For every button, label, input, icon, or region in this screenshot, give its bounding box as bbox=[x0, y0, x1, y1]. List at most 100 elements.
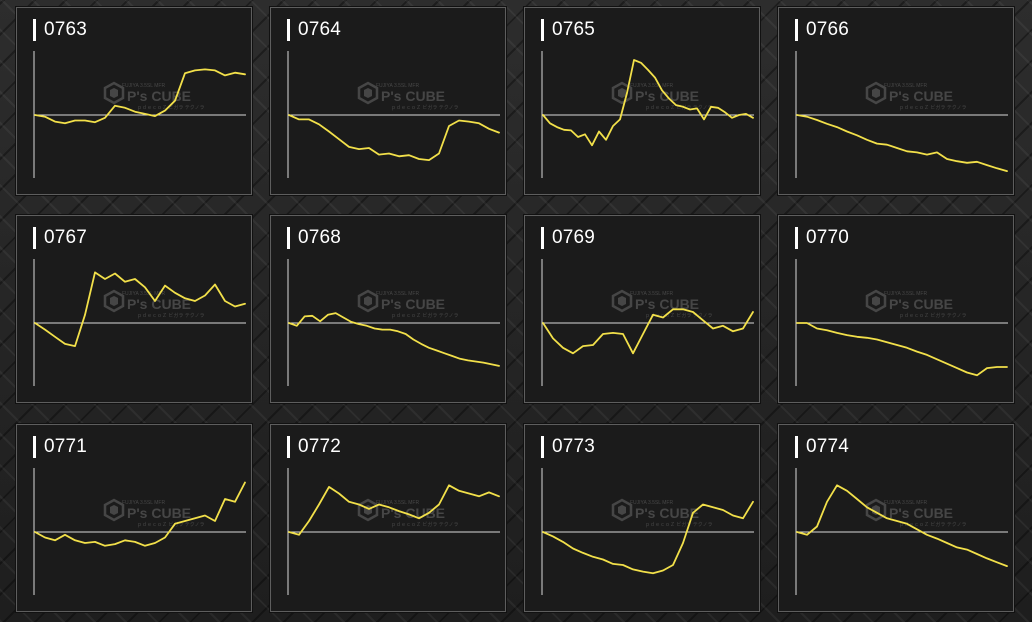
panel-title: 0763 bbox=[44, 19, 88, 40]
watermark-top-text: FUJIYA 3.5SL MFR bbox=[122, 291, 165, 297]
watermark-bottom-text: ｐｄｅｃｏＺ ビガラ テクノラ bbox=[137, 104, 204, 111]
watermark-logo-icon bbox=[357, 81, 379, 105]
chart-panel-0763[interactable]: 0763 P's CUBE FUJIYA 3.5SL MFR ｐｄｅｃｏＺ ビガラ … bbox=[16, 7, 252, 195]
watermark-logo-core bbox=[618, 505, 626, 515]
watermark-logo-icon bbox=[611, 289, 633, 313]
series-line bbox=[288, 114, 500, 162]
chart-panel-0770[interactable]: 0770 P's CUBE FUJIYA 3.5SL MFR ｐｄｅｃｏＺ ビガラ … bbox=[778, 215, 1014, 403]
panel-title: 0772 bbox=[298, 436, 342, 457]
panel-header: 0773 bbox=[541, 436, 595, 458]
watermark-top-text: FUJIYA 3.5SL MFR bbox=[122, 500, 165, 506]
panel-header: 0766 bbox=[795, 19, 849, 41]
watermark-logo-text: P's CUBE bbox=[889, 88, 953, 104]
watermark-top-text: FUJIYA 3.5SL MFR bbox=[630, 500, 673, 506]
watermark-logo-text: P's CUBE bbox=[127, 296, 191, 312]
watermark-logo-core bbox=[110, 296, 118, 306]
series-line bbox=[34, 481, 246, 547]
watermark-top-text: FUJIYA 3.5SL MFR bbox=[376, 500, 419, 506]
series-line bbox=[796, 484, 1008, 568]
watermark-logo-text: P's CUBE bbox=[889, 296, 953, 312]
watermark-bottom-text: ｐｄｅｃｏＺ ビガラ テクノラ bbox=[391, 104, 458, 111]
watermark-bottom-text: ｐｄｅｃｏＺ ビガラ テクノラ bbox=[137, 312, 204, 319]
watermark-top-text: FUJIYA 3.5SL MFR bbox=[884, 83, 927, 89]
title-accent-bar bbox=[33, 227, 36, 249]
watermark-logo-text: P's CUBE bbox=[635, 296, 699, 312]
series-line bbox=[288, 484, 500, 536]
watermark-bottom-text: ｐｄｅｃｏＺ ビガラ テクノラ bbox=[899, 104, 966, 111]
watermark-top-text: FUJIYA 3.5SL MFR bbox=[884, 500, 927, 506]
chart-panel-0771[interactable]: 0771 P's CUBE FUJIYA 3.5SL MFR ｐｄｅｃｏＺ ビガラ … bbox=[16, 424, 252, 612]
series-line bbox=[34, 68, 246, 125]
series-line bbox=[796, 322, 1008, 377]
watermark-top-text: FUJIYA 3.5SL MFR bbox=[376, 83, 419, 89]
chart-panel-0769[interactable]: 0769 P's CUBE FUJIYA 3.5SL MFR ｐｄｅｃｏＺ ビガラ … bbox=[524, 215, 760, 403]
panel-header: 0772 bbox=[287, 436, 341, 458]
series-line bbox=[34, 271, 246, 348]
chart-panel-0774[interactable]: 0774 P's CUBE FUJIYA 3.5SL MFR ｐｄｅｃｏＺ ビガラ … bbox=[778, 424, 1014, 612]
panel-title: 0769 bbox=[552, 227, 596, 248]
panel-header: 0767 bbox=[33, 227, 87, 249]
title-accent-bar bbox=[541, 19, 544, 41]
watermark-logo-core bbox=[110, 505, 118, 515]
watermark-top-text: FUJIYA 3.5SL MFR bbox=[376, 291, 419, 297]
watermark-bottom-text: ｐｄｅｃｏＺ ビガラ テクノラ bbox=[645, 521, 712, 528]
title-accent-bar bbox=[33, 436, 36, 458]
series-line bbox=[288, 312, 500, 367]
watermark-bottom-text: ｐｄｅｃｏＺ ビガラ テクノラ bbox=[645, 104, 712, 111]
panel-title: 0773 bbox=[552, 436, 596, 457]
chart-panel-0764[interactable]: 0764 P's CUBE FUJIYA 3.5SL MFR ｐｄｅｃｏＺ ビガラ … bbox=[270, 7, 506, 195]
watermark-logo-text: P's CUBE bbox=[381, 88, 445, 104]
title-accent-bar bbox=[287, 227, 290, 249]
watermark-logo-text: P's CUBE bbox=[635, 505, 699, 521]
watermark-logo-icon bbox=[611, 498, 633, 522]
watermark-bottom-text: ｐｄｅｃｏＺ ビガラ テクノラ bbox=[391, 521, 458, 528]
title-accent-bar bbox=[795, 436, 798, 458]
panel-header: 0764 bbox=[287, 19, 341, 41]
panel-title: 0765 bbox=[552, 19, 596, 40]
series-line bbox=[542, 308, 754, 355]
watermark-bottom-text: ｐｄｅｃｏＺ ビガラ テクノラ bbox=[391, 312, 458, 319]
watermark-bottom-text: ｐｄｅｃｏＺ ビガラ テクノラ bbox=[899, 521, 966, 528]
watermark-top-text: FUJIYA 3.5SL MFR bbox=[122, 83, 165, 89]
watermark-logo-text: P's CUBE bbox=[127, 505, 191, 521]
watermark-logo-icon bbox=[103, 498, 125, 522]
watermark-top-text: FUJIYA 3.5SL MFR bbox=[884, 291, 927, 297]
panel-header: 0765 bbox=[541, 19, 595, 41]
watermark-top-text: FUJIYA 3.5SL MFR bbox=[630, 291, 673, 297]
panel-title: 0766 bbox=[806, 19, 850, 40]
watermark-logo-text: P's CUBE bbox=[381, 505, 445, 521]
chart-panel-0765[interactable]: 0765 P's CUBE FUJIYA 3.5SL MFR ｐｄｅｃｏＺ ビガラ … bbox=[524, 7, 760, 195]
watermark-logo-core bbox=[618, 88, 626, 98]
watermark-bottom-text: ｐｄｅｃｏＺ ビガラ テクノラ bbox=[645, 312, 712, 319]
panel-header: 0774 bbox=[795, 436, 849, 458]
chart-panel-0773[interactable]: 0773 P's CUBE FUJIYA 3.5SL MFR ｐｄｅｃｏＺ ビガラ … bbox=[524, 424, 760, 612]
panel-header: 0771 bbox=[33, 436, 87, 458]
chart-panel-0767[interactable]: 0767 P's CUBE FUJIYA 3.5SL MFR ｐｄｅｃｏＺ ビガラ … bbox=[16, 215, 252, 403]
chart-panel-0768[interactable]: 0768 P's CUBE FUJIYA 3.5SL MFR ｐｄｅｃｏＺ ビガラ … bbox=[270, 215, 506, 403]
watermark-bottom-text: ｐｄｅｃｏＺ ビガラ テクノラ bbox=[899, 312, 966, 319]
watermark-logo-core bbox=[618, 296, 626, 306]
watermark-logo-icon bbox=[865, 81, 887, 105]
series-line bbox=[542, 500, 754, 575]
chart-panel-0772[interactable]: 0772 P's CUBE FUJIYA 3.5SL MFR ｐｄｅｃｏＺ ビガラ … bbox=[270, 424, 506, 612]
title-accent-bar bbox=[541, 436, 544, 458]
watermark-logo-core bbox=[364, 88, 372, 98]
watermark-logo-icon bbox=[357, 498, 379, 522]
chart-panel-0766[interactable]: 0766 P's CUBE FUJIYA 3.5SL MFR ｐｄｅｃｏＺ ビガラ … bbox=[778, 7, 1014, 195]
